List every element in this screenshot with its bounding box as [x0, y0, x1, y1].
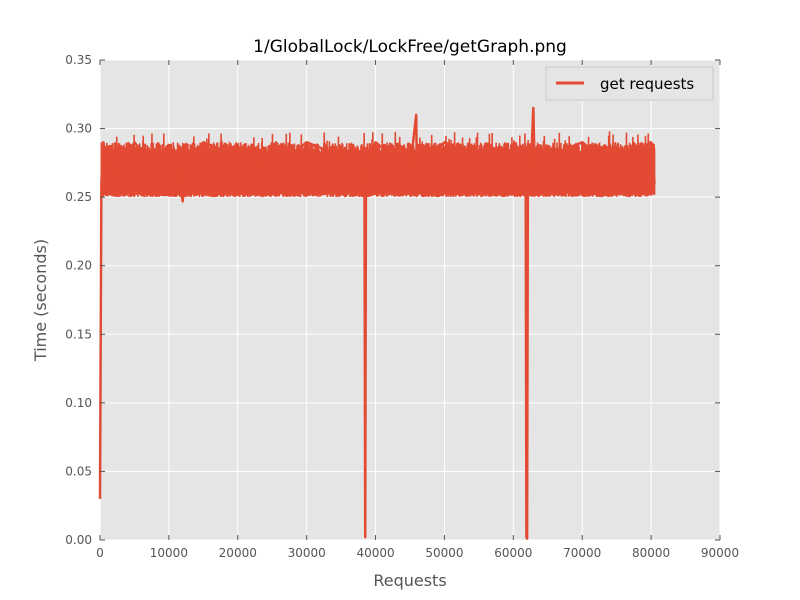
chart-title: 1/GlobalLock/LockFree/getGraph.png: [253, 37, 567, 57]
x-tick-label: 20000: [219, 546, 257, 560]
x-tick-label: 70000: [563, 546, 601, 560]
legend-label: get requests: [600, 75, 694, 93]
y-tick-label: 0.35: [65, 53, 92, 67]
x-tick-label: 10000: [150, 546, 188, 560]
series-band-path: [100, 131, 656, 198]
y-tick-label: 0.30: [65, 122, 92, 136]
x-tick-label: 90000: [701, 546, 739, 560]
y-tick-label: 0.00: [65, 533, 92, 547]
legend: get requests: [545, 66, 714, 101]
series-lines: [98, 106, 656, 540]
y-tick-label: 0.05: [65, 464, 92, 478]
plot-area: [100, 60, 720, 540]
x-tick-label: 80000: [632, 546, 670, 560]
y-tick-label: 0.10: [65, 396, 92, 410]
axis-ticks: [99, 59, 721, 541]
series-band: [100, 131, 656, 198]
tick-labels: 0 10000 20000 30000 40000 50000 60000 70000 8000…: [65, 53, 739, 560]
grid-lines: [99, 59, 721, 541]
y-tick-label: 0.15: [65, 327, 92, 341]
y-tick-label: 0.25: [65, 190, 92, 204]
y-axis-label: Time (seconds): [31, 239, 50, 362]
y-tick-label: 0.20: [65, 259, 92, 273]
x-tick-label: 0: [96, 546, 104, 560]
x-tick-label: 60000: [494, 546, 532, 560]
x-tick-label: 50000: [425, 546, 463, 560]
series-line-get-requests: [98, 106, 656, 540]
x-axis-label: Requests: [373, 571, 446, 590]
x-tick-label: 30000: [288, 546, 326, 560]
x-tick-label: 40000: [356, 546, 394, 560]
